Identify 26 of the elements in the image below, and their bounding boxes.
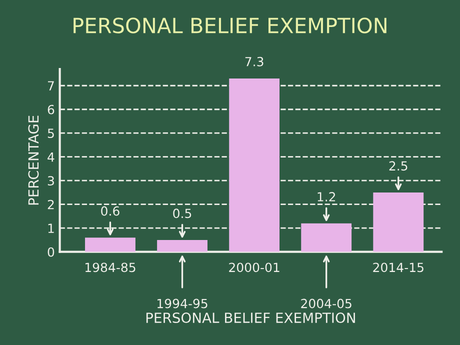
- data-label: 0.6: [101, 206, 120, 216]
- chart-title: PERSONAL BELIEF EXEMPTION: [74, 18, 386, 34]
- x-tick-label: 2004-05: [301, 298, 352, 308]
- bar: [373, 192, 424, 252]
- bar: [157, 240, 208, 252]
- x-tick-label: 2000-01: [229, 262, 280, 272]
- bar: [85, 238, 136, 252]
- bar: [229, 78, 280, 252]
- bar: [301, 223, 352, 252]
- y-tick-label: 6: [48, 104, 54, 114]
- y-axis-title: PERCENTAGE: [28, 116, 39, 205]
- data-label: 1.2: [318, 192, 336, 202]
- x-tick-label: 1994-95: [158, 298, 208, 308]
- y-tick-label: 0: [48, 247, 54, 257]
- x-tick-label: 2014-15: [373, 262, 424, 272]
- data-label: 2.5: [389, 161, 408, 171]
- y-tick-label: 7: [48, 81, 54, 90]
- x-tick-label: 1984-85: [85, 262, 136, 272]
- y-tick-label: 5: [48, 128, 54, 138]
- x-axis-title: PERSONAL BELIEF EXEMPTION: [146, 312, 355, 324]
- data-label: 0.5: [173, 208, 192, 218]
- y-tick-label: 1: [48, 224, 54, 233]
- y-tick-label: 4: [48, 152, 54, 162]
- y-tick-label: 3: [48, 176, 54, 186]
- y-tick-label: 2: [48, 200, 54, 210]
- data-label: 7.3: [245, 56, 264, 66]
